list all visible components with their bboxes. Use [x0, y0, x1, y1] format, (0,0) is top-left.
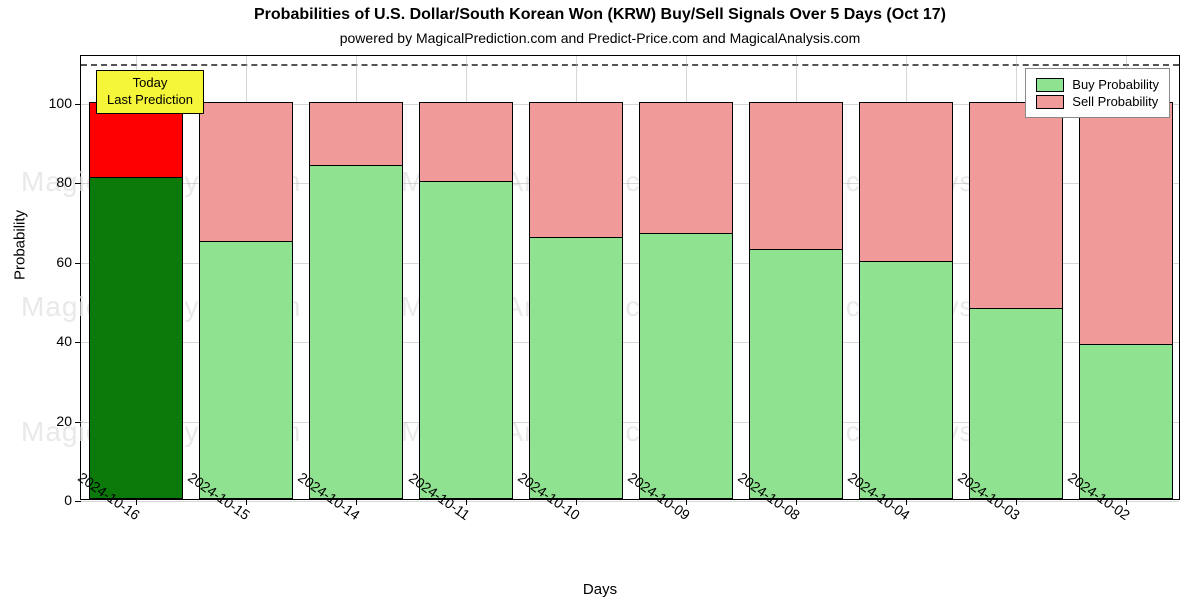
bar-group	[639, 54, 733, 499]
buy-bar	[89, 177, 183, 499]
chart-subtitle: powered by MagicalPrediction.com and Pre…	[0, 30, 1200, 46]
y-tick-label: 100	[32, 95, 72, 111]
chart-canvas: Probabilities of U.S. Dollar/South Korea…	[0, 0, 1200, 600]
legend: Buy Probability Sell Probability	[1025, 68, 1170, 118]
bar-group	[419, 54, 513, 499]
y-axis-label: Probability	[12, 210, 29, 280]
x-axis-label: Days	[0, 581, 1200, 598]
legend-label: Sell Probability	[1072, 94, 1158, 109]
plot-area: MagicalAnalysis.comMagicalAnalysis.comMa…	[80, 55, 1180, 500]
legend-label: Buy Probability	[1072, 77, 1159, 92]
legend-swatch	[1036, 95, 1064, 109]
bar-group	[89, 54, 183, 499]
legend-swatch	[1036, 78, 1064, 92]
y-tick-label: 40	[32, 333, 72, 349]
callout-line1: Today	[107, 75, 193, 92]
callout-line2: Last Prediction	[107, 92, 193, 109]
y-tick-label: 0	[32, 492, 72, 508]
chart-title: Probabilities of U.S. Dollar/South Korea…	[0, 6, 1200, 24]
bar-group	[199, 54, 293, 499]
legend-item: Sell Probability	[1036, 94, 1159, 109]
bar-group	[1079, 54, 1173, 499]
y-tick-label: 20	[32, 413, 72, 429]
y-tick-label: 80	[32, 174, 72, 190]
bar-group	[749, 54, 843, 499]
legend-item: Buy Probability	[1036, 77, 1159, 92]
bar-group	[969, 54, 1063, 499]
bar-group	[309, 54, 403, 499]
bar-group	[529, 54, 623, 499]
bar-group	[859, 54, 953, 499]
y-tick-label: 60	[32, 254, 72, 270]
buy-bar	[309, 165, 403, 499]
today-callout: Today Last Prediction	[96, 70, 204, 114]
buy-bar	[419, 181, 513, 499]
buy-bar	[1079, 344, 1173, 499]
